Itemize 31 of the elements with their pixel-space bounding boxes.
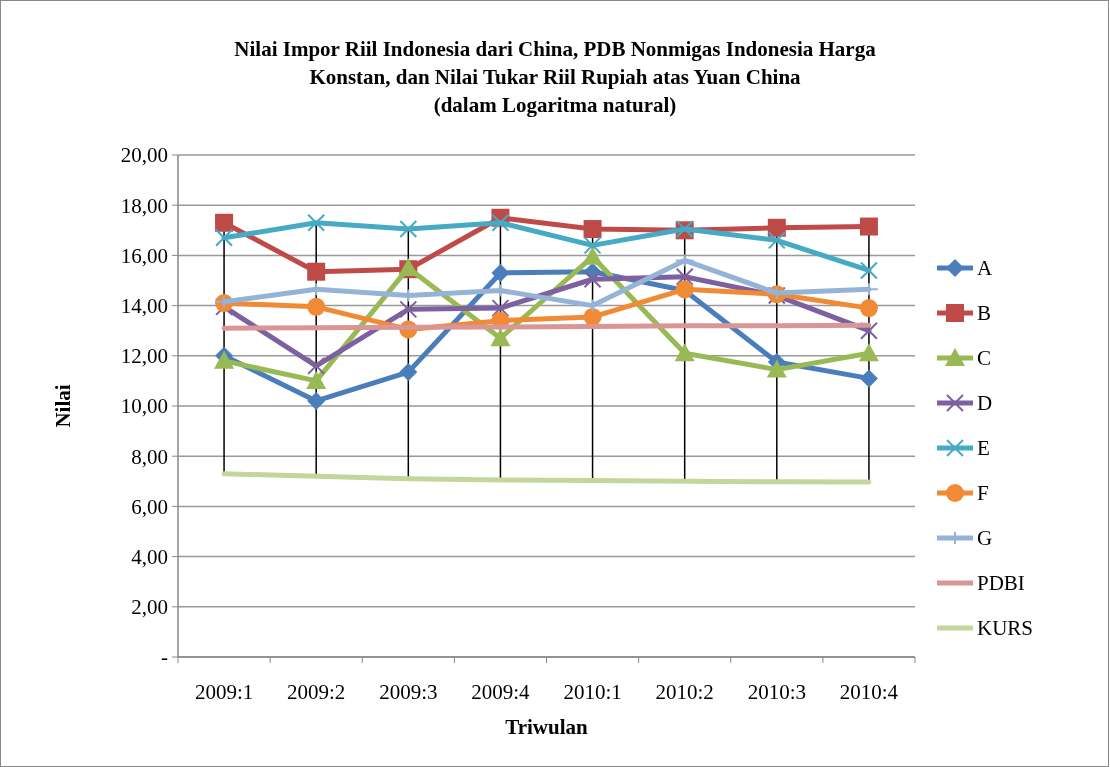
y-tick-label: 12,00 [120,344,168,369]
x-tick-label: 2009:4 [471,680,531,704]
chart-title: Nilai Impor Riil Indonesia dari China, PDB Nonmigas Indonesia Harga Konstan, dan Nilai Tukar Riil Rupiah atas Yuan China (dalam Logaritma natural) [234,37,877,117]
legend-label: C [977,346,992,371]
y-tick-label: 14,00 [120,293,168,318]
y-tick-label: 10,00 [120,394,168,419]
y-axis-title: Nilai [51,384,75,428]
legend-label: G [977,526,993,551]
x-tick-label: 2010:2 [655,680,714,704]
x-tick-label: 2009:3 [379,680,438,704]
x-tick-label: 2010:4 [839,680,899,704]
legend-label: A [977,256,993,281]
legend-label: B [977,301,992,326]
x-tick-label: 2010:1 [563,680,622,704]
y-tick-label: 8,00 [131,444,168,469]
y-tick-label: - [161,645,168,670]
x-tick-label: 2010:3 [747,680,806,704]
x-axis-title: Triwulan [505,715,589,739]
x-tick-label: 2009:2 [287,680,346,704]
y-tick-label: 16,00 [120,243,168,268]
y-tick-label: 18,00 [120,193,168,218]
legend-label: E [977,436,990,461]
legend-label: PDBI [977,571,1025,596]
y-tick-label: 4,00 [131,544,168,569]
x-tick-label: 2009:1 [194,680,254,704]
legend-label: F [977,481,989,506]
y-tick-label: 2,00 [131,595,168,620]
y-tick-label: 6,00 [131,494,168,519]
legend-label: KURS [977,616,1034,641]
y-tick-label: 20,00 [120,143,168,168]
legend-label: D [977,391,993,416]
